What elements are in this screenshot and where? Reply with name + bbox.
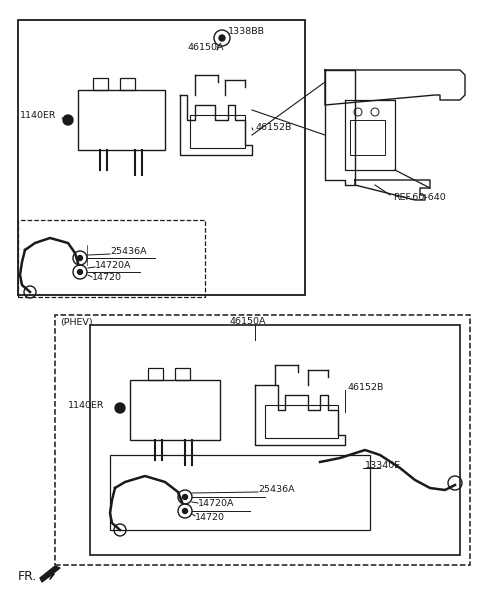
Text: 1140ER: 1140ER — [20, 110, 57, 119]
Bar — [265, 405, 338, 438]
Text: (PHEV): (PHEV) — [60, 317, 93, 326]
Text: 13340E: 13340E — [365, 461, 401, 470]
Bar — [120, 78, 135, 90]
Text: 46150A: 46150A — [230, 317, 266, 326]
Bar — [175, 368, 190, 380]
Text: 25436A: 25436A — [110, 247, 146, 256]
Text: 46152B: 46152B — [348, 383, 384, 392]
Bar — [18, 220, 205, 297]
Bar — [148, 368, 163, 380]
Text: 46150A: 46150A — [188, 44, 225, 53]
Bar — [130, 380, 220, 440]
Circle shape — [219, 35, 225, 41]
Text: 1338BB: 1338BB — [228, 28, 265, 37]
Text: 14720A: 14720A — [198, 500, 235, 509]
Text: REF.60-640: REF.60-640 — [393, 193, 446, 202]
Bar — [110, 455, 370, 530]
Bar — [78, 90, 165, 150]
Text: 14720: 14720 — [92, 274, 122, 283]
Circle shape — [182, 495, 188, 500]
Circle shape — [63, 115, 73, 125]
Text: 14720: 14720 — [195, 513, 225, 522]
Text: 46152B: 46152B — [255, 123, 291, 132]
Circle shape — [182, 509, 188, 513]
Polygon shape — [40, 566, 60, 582]
Text: FR.: FR. — [18, 570, 37, 582]
Circle shape — [77, 270, 83, 274]
Bar — [93, 78, 108, 90]
Text: 1140ER: 1140ER — [68, 401, 105, 410]
Text: 25436A: 25436A — [258, 486, 295, 495]
Circle shape — [115, 403, 125, 413]
Bar — [18, 20, 305, 295]
Bar — [350, 120, 385, 155]
Bar — [55, 315, 470, 565]
Text: 14720A: 14720A — [95, 261, 132, 270]
Bar — [190, 115, 245, 148]
Circle shape — [77, 256, 83, 261]
Bar — [90, 325, 460, 555]
